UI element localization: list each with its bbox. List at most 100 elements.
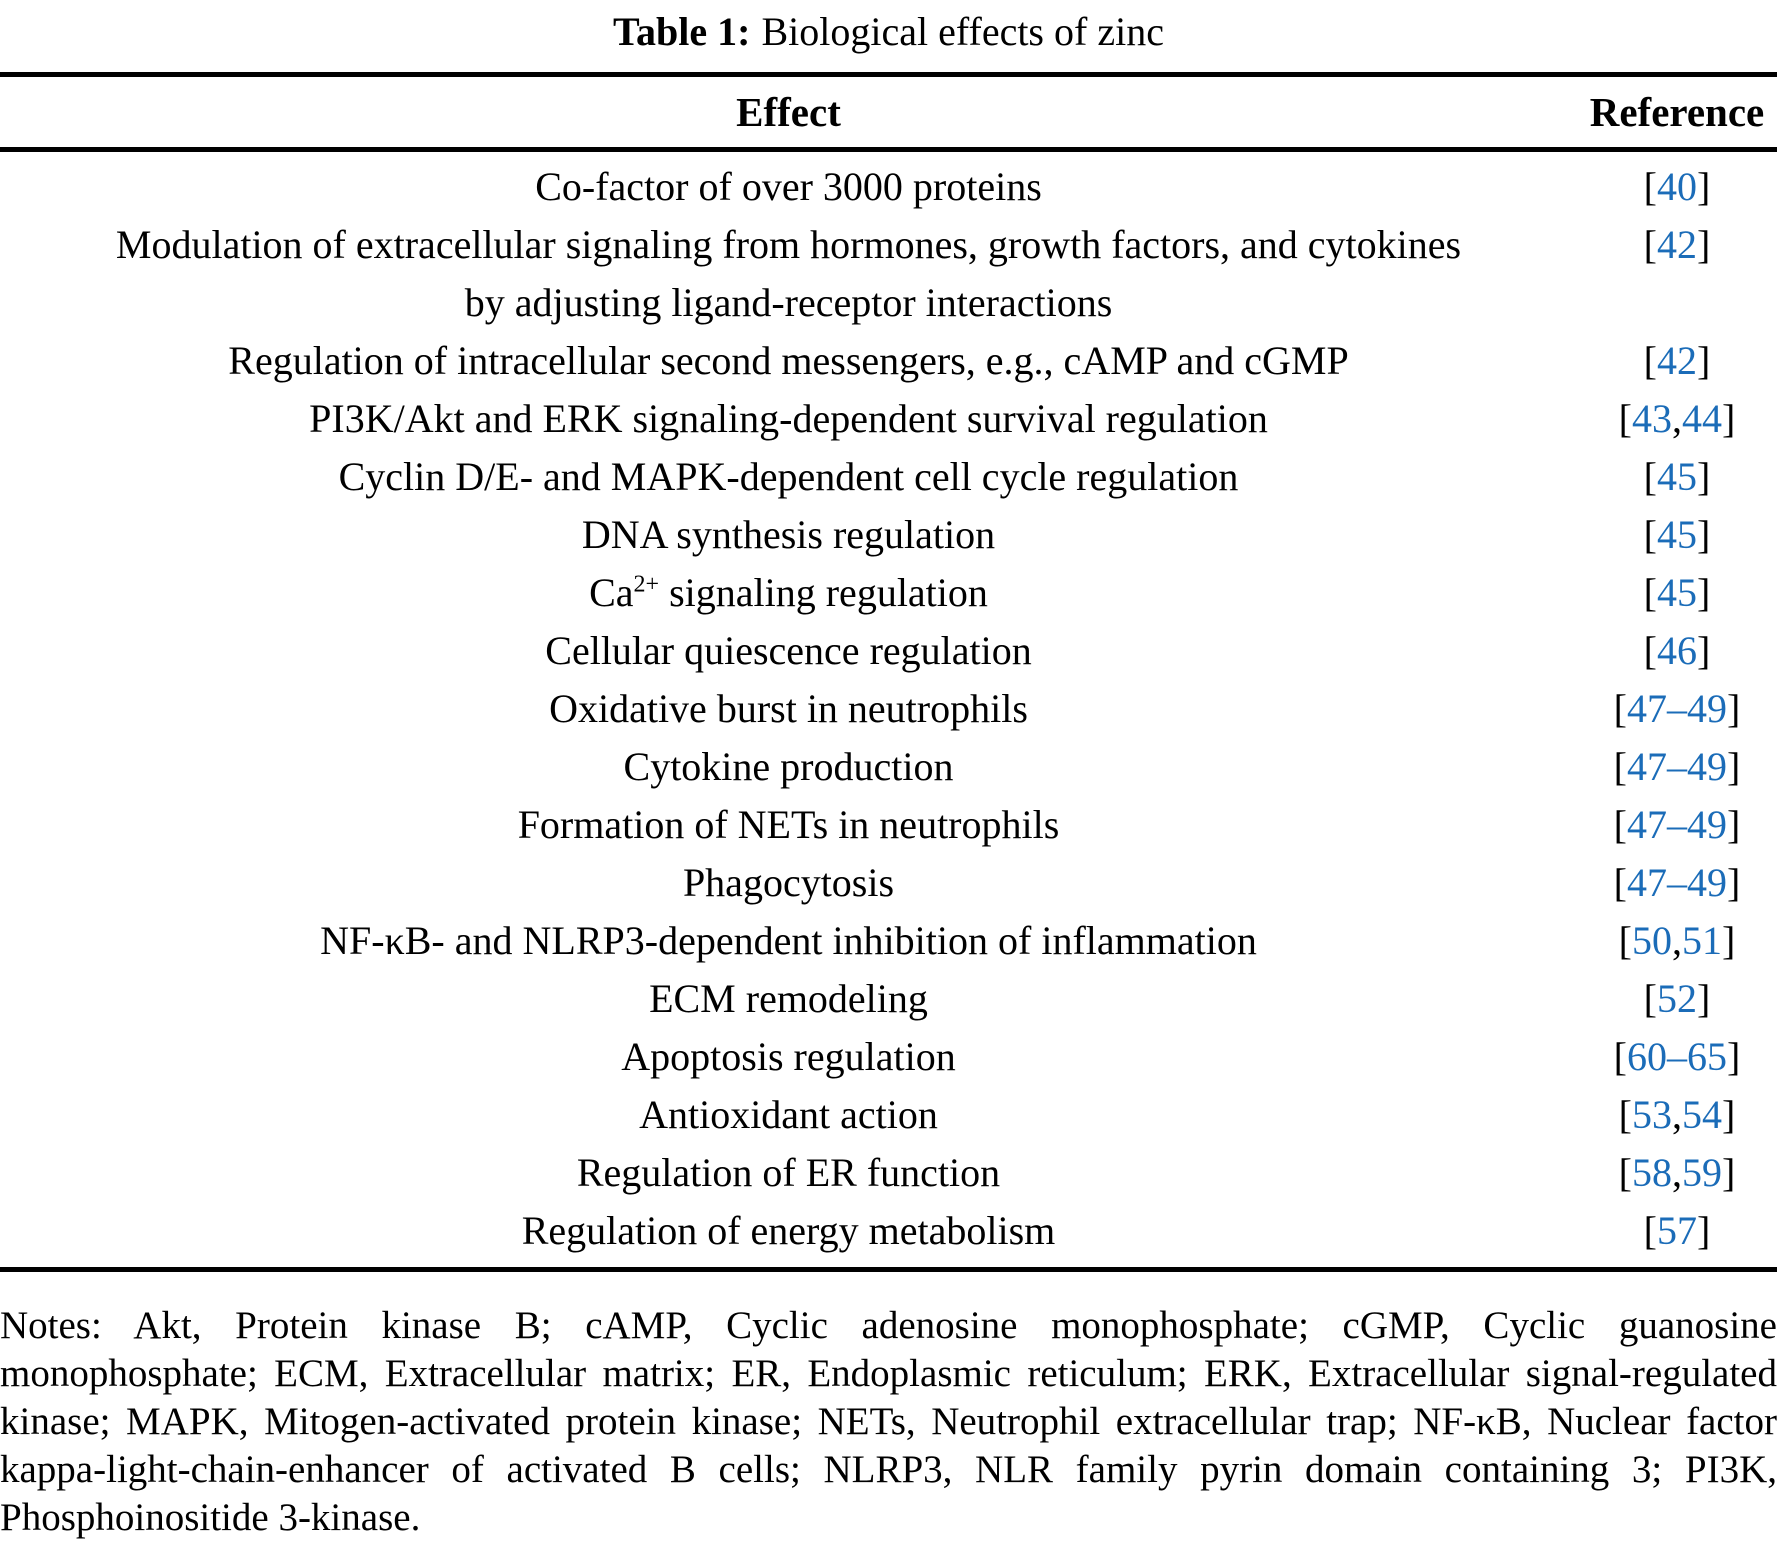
reference-number: 44	[1682, 396, 1722, 441]
reference-bracket: ]	[1727, 802, 1741, 847]
reference-citation-link[interactable]: [53,54]	[1577, 1086, 1777, 1144]
table-row: Cyclin D/E- and MAPK-dependent cell cycl…	[0, 448, 1777, 506]
effect-cell: Formation of NETs in neutrophils	[0, 796, 1577, 854]
table-notes: Notes: Akt, Protein kinase B; cAMP, Cycl…	[0, 1304, 1777, 1539]
reference-citation-link[interactable]: [52]	[1577, 970, 1777, 1028]
reference-citation-link[interactable]: [45]	[1577, 564, 1777, 622]
effect-cell: Regulation of energy metabolism	[0, 1202, 1577, 1260]
reference-citation-link[interactable]: [47–49]	[1577, 796, 1777, 854]
effect-cell: Co-factor of over 3000 proteins	[0, 158, 1577, 216]
table-row: PI3K/Akt and ERK signaling-dependent sur…	[0, 390, 1777, 448]
effect-line: Co-factor of over 3000 proteins	[535, 164, 1042, 209]
reference-number: 42	[1657, 222, 1697, 267]
reference-number: 47–49	[1627, 802, 1727, 847]
reference-citation-link[interactable]: [50,51]	[1577, 912, 1777, 970]
table-row: Ca2+ signaling regulation [45]	[0, 564, 1777, 622]
reference-bracket: [	[1613, 744, 1627, 789]
effect-line: Ca2+ signaling regulation	[589, 570, 988, 615]
reference-citation-link[interactable]: [58,59]	[1577, 1144, 1777, 1202]
effect-cell: NF-κB- and NLRP3-dependent inhibition of…	[0, 912, 1577, 970]
reference-bracket: ]	[1727, 860, 1741, 905]
table-row: Apoptosis regulation [60–65]	[0, 1028, 1777, 1086]
table-row: Oxidative burst in neutrophils [47–49]	[0, 680, 1777, 738]
reference-bracket: [	[1618, 1092, 1632, 1137]
effect-cell: Regulation of intracellular second messe…	[0, 332, 1577, 390]
reference-bracket: ,	[1672, 1092, 1682, 1137]
reference-citation-link[interactable]: [43,44]	[1577, 390, 1777, 448]
reference-citation-link[interactable]: [45]	[1577, 448, 1777, 506]
reference-bracket: ]	[1697, 628, 1711, 673]
effect-cell: Phagocytosis	[0, 854, 1577, 912]
reference-number: 47–49	[1627, 686, 1727, 731]
effect-line: ECM remodeling	[649, 976, 928, 1021]
reference-bracket: ]	[1727, 686, 1741, 731]
reference-citation-link[interactable]: [57]	[1577, 1202, 1777, 1260]
reference-number: 42	[1657, 338, 1697, 383]
effect-line: Cytokine production	[623, 744, 954, 789]
table-row: Antioxidant action [53,54]	[0, 1086, 1777, 1144]
effect-cell: Apoptosis regulation	[0, 1028, 1577, 1086]
reference-bracket: ]	[1697, 164, 1711, 209]
reference-bracket: ]	[1697, 512, 1711, 557]
table-body: Co-factor of over 3000 proteins [40] Modul…	[0, 152, 1777, 1267]
table-rule-top	[0, 72, 1777, 77]
reference-citation-link[interactable]: [47–49]	[1577, 738, 1777, 796]
reference-bracket: [	[1643, 454, 1657, 499]
effect-line: Regulation of energy metabolism	[521, 1208, 1056, 1253]
effect-line: Regulation of intracellular second messe…	[228, 338, 1349, 383]
reference-number: 45	[1657, 570, 1697, 615]
reference-bracket: ]	[1697, 222, 1711, 267]
reference-bracket: [	[1618, 918, 1632, 963]
reference-citation-link[interactable]: [45]	[1577, 506, 1777, 564]
effect-line: Phagocytosis	[682, 860, 895, 905]
reference-bracket: ]	[1697, 338, 1711, 383]
table-caption: Table 1: Biological effects of zinc	[0, 0, 1777, 72]
reference-bracket: [	[1613, 1034, 1627, 1079]
reference-bracket: ]	[1722, 396, 1736, 441]
effect-line: NF-κB- and NLRP3-dependent inhibition of…	[320, 918, 1257, 963]
table-row: DNA synthesis regulation [45]	[0, 506, 1777, 564]
table-row: Formation of NETs in neutrophils [47–49]	[0, 796, 1777, 854]
reference-bracket: ]	[1697, 976, 1711, 1021]
reference-number: 60–65	[1627, 1034, 1727, 1079]
table-caption-label: Table 1:	[613, 9, 751, 54]
effect-line: PI3K/Akt and ERK signaling-dependent sur…	[309, 396, 1268, 441]
reference-citation-link[interactable]: [42]	[1577, 216, 1777, 274]
table-row: Regulation of intracellular second messe…	[0, 332, 1777, 390]
reference-bracket: ]	[1727, 1034, 1741, 1079]
column-header-effect: Effect	[736, 89, 841, 135]
reference-bracket: ]	[1697, 570, 1711, 615]
reference-citation-link[interactable]: [47–49]	[1577, 854, 1777, 912]
effect-line: Antioxidant action	[639, 1092, 938, 1137]
reference-number: 54	[1682, 1092, 1722, 1137]
effect-cell: Cellular quiescence regulation	[0, 622, 1577, 680]
reference-citation-link[interactable]: [60–65]	[1577, 1028, 1777, 1086]
reference-bracket: [	[1613, 860, 1627, 905]
reference-bracket: [	[1643, 512, 1657, 557]
effect-line: Cyclin D/E- and MAPK-dependent cell cycl…	[338, 454, 1239, 499]
effect-cell: PI3K/Akt and ERK signaling-dependent sur…	[0, 390, 1577, 448]
effect-cell: Antioxidant action	[0, 1086, 1577, 1144]
reference-number: 46	[1657, 628, 1697, 673]
table-row: Regulation of energy metabolism [57]	[0, 1202, 1777, 1260]
effect-cell: Modulation of extracellular signaling fr…	[0, 216, 1577, 332]
reference-number: 52	[1657, 976, 1697, 1021]
reference-citation-link[interactable]: [47–49]	[1577, 680, 1777, 738]
reference-number: 40	[1657, 164, 1697, 209]
table-row: ECM remodeling [52]	[0, 970, 1777, 1028]
table-row: Modulation of extracellular signaling fr…	[0, 216, 1777, 332]
reference-number: 53	[1632, 1092, 1672, 1137]
reference-bracket: [	[1643, 1208, 1657, 1253]
reference-citation-link[interactable]: [46]	[1577, 622, 1777, 680]
table-row: Co-factor of over 3000 proteins [40]	[0, 158, 1777, 216]
reference-bracket: ]	[1697, 1208, 1711, 1253]
reference-number: 45	[1657, 512, 1697, 557]
reference-bracket: ]	[1722, 1092, 1736, 1137]
effect-cell: Cyclin D/E- and MAPK-dependent cell cycl…	[0, 448, 1577, 506]
reference-citation-link[interactable]: [40]	[1577, 158, 1777, 216]
reference-citation-link[interactable]: [42]	[1577, 332, 1777, 390]
effect-cell: Regulation of ER function	[0, 1144, 1577, 1202]
reference-bracket: [	[1618, 1150, 1632, 1195]
reference-bracket: [	[1643, 222, 1657, 267]
